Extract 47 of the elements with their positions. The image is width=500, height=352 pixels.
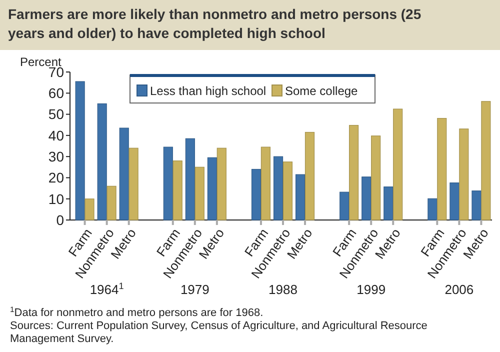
bar [384, 186, 394, 220]
text: 1979 [180, 282, 210, 297]
y-tick-label: 50 [48, 106, 64, 122]
bar [296, 174, 306, 220]
bar [251, 168, 262, 220]
y-tick-label: 0 [56, 212, 64, 228]
bar [97, 103, 107, 220]
bar [194, 166, 204, 220]
text: 1988 [268, 282, 298, 297]
bar [459, 128, 469, 220]
bar [163, 146, 173, 220]
text: $^{1}$Data for nonmetro and metro persons are for 1968. [10, 304, 264, 319]
bar [437, 118, 447, 220]
y-tick-label: 20 [48, 170, 64, 186]
y-tick-label: 60 [48, 85, 64, 102]
text: 1999 [356, 282, 386, 297]
bar [84, 198, 94, 220]
bar [362, 176, 372, 220]
chart-title: Farmers are more likely than nonmetro and metro persons (25 years and older) to have completed high school [8, 6, 422, 41]
bar [260, 146, 270, 220]
bar [481, 101, 491, 220]
bar [340, 192, 350, 220]
bar [450, 182, 460, 220]
source-note: Sources: Current Population Survey, Census of Agriculture, and Agricultural Resource Management Survey. [10, 320, 428, 345]
bar [472, 190, 482, 220]
bar [349, 124, 359, 220]
y-tick-label: 40 [48, 127, 64, 144]
bar [106, 186, 116, 220]
bar [172, 160, 182, 220]
legend-label: Some college [285, 84, 358, 98]
legend-label: Less than high school [150, 84, 266, 98]
bar [428, 198, 438, 220]
text: 1964$^{1}$ [90, 281, 124, 297]
y-tick-label: 10 [48, 190, 64, 207]
bar [304, 132, 315, 220]
bar [207, 157, 217, 220]
bar [282, 162, 293, 220]
bar [216, 148, 226, 220]
bar [371, 136, 381, 220]
bar [119, 128, 129, 220]
text: 2006 [444, 282, 474, 297]
y-tick-label: 30 [48, 148, 64, 164]
bar [128, 148, 138, 220]
bar [273, 156, 284, 220]
bar [185, 138, 195, 220]
bar [393, 108, 403, 220]
bar [75, 81, 85, 220]
